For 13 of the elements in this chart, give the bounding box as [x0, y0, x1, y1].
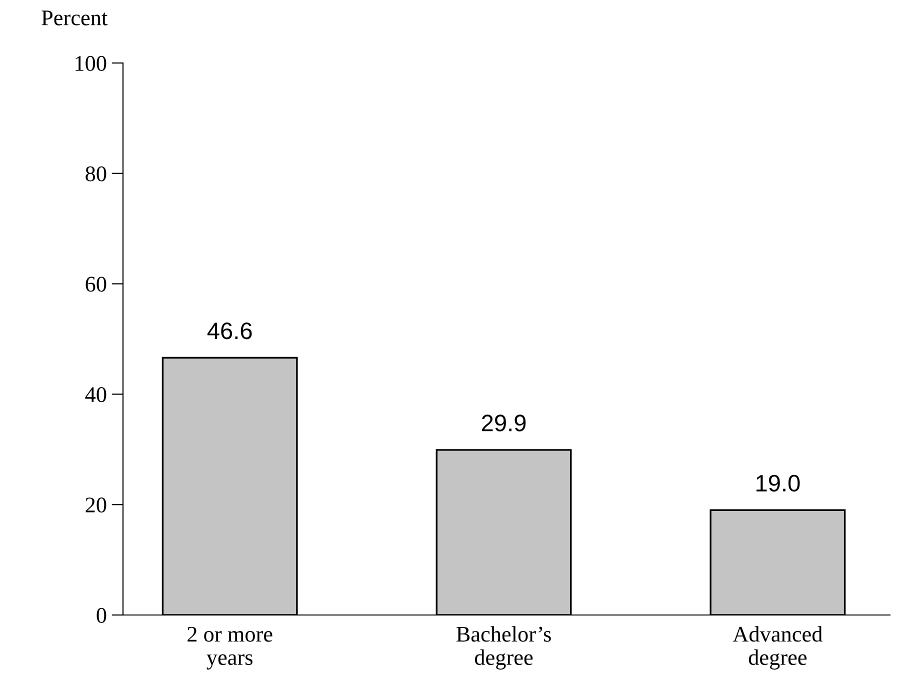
- y-axis-title: Percent: [42, 10, 108, 26]
- x-tick-label: Advanced degree: [732, 626, 822, 670]
- y-tick-label: 20: [86, 498, 106, 513]
- y-tick-label: 40: [85, 387, 106, 402]
- data-label: 46.6: [207, 322, 252, 340]
- data-label: 29.9: [482, 414, 526, 432]
- y-tick-label: 60: [86, 276, 106, 292]
- y-tick-label: 80: [86, 166, 106, 182]
- data-label: 19.0: [756, 474, 800, 492]
- y-tick-label: 0: [96, 608, 106, 623]
- y-tick-label: 100: [76, 56, 106, 71]
- x-tick-label: 2 or more years: [188, 626, 272, 670]
- x-tick-label: Bachelor’s degree: [456, 626, 551, 670]
